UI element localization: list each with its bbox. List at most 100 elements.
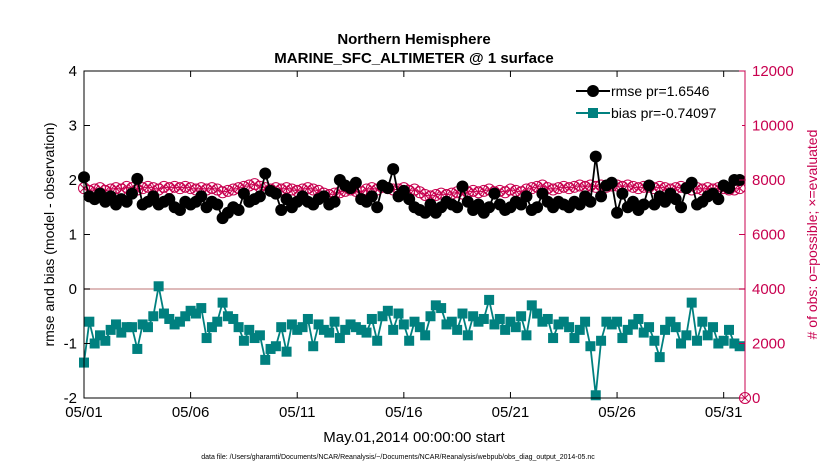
bias-point [548, 333, 559, 344]
bias-point [244, 324, 255, 335]
bias-point [377, 311, 388, 322]
legend-rmse-label: rmse pr=1.6546 [611, 83, 710, 99]
rmse-point [125, 187, 138, 200]
bias-point [473, 316, 484, 327]
bias-point [201, 333, 212, 344]
legend-bias-label: bias pr=-0.74097 [611, 105, 717, 121]
y-axis-right-label: # of obs: o=possible; ×=evaluated [804, 130, 820, 340]
axes: 05/01 05/06 05/11 05/16 05/21 05/26 05/31 -2 -1 0… [64, 63, 794, 421]
bias-point [569, 333, 580, 344]
bias-point [601, 316, 612, 327]
y-right-tick-label: 12000 [752, 63, 794, 80]
bias-point [729, 338, 740, 349]
obs-possible-marker [248, 178, 261, 191]
bias-point [254, 330, 265, 341]
obs-evaluated-marker [735, 184, 744, 193]
bias-point [249, 333, 260, 344]
bias-point [670, 322, 681, 333]
rmse-point [456, 180, 469, 193]
rmse-point [365, 190, 378, 203]
rmse-point [275, 203, 288, 216]
bias-point [542, 313, 553, 324]
x-tick-label: 05/16 [385, 404, 423, 421]
bias-point [324, 327, 335, 338]
rmse-point [451, 201, 464, 214]
bias-point [340, 324, 351, 335]
bias-point [153, 281, 164, 292]
rmse-point [595, 190, 608, 203]
bias-point [526, 300, 537, 311]
x-tick-label: 05/31 [705, 404, 743, 421]
bias-point [217, 297, 228, 308]
y-left-tick-label: -2 [64, 390, 77, 407]
x-axis-label: May.01,2014 00:00:00 start [323, 429, 505, 446]
rmse-point [131, 172, 144, 185]
bias-point [270, 341, 281, 352]
bias-point [329, 316, 340, 327]
rmse-point [584, 195, 597, 208]
bias-point [516, 311, 527, 322]
bias-point [110, 319, 121, 330]
bias-point [628, 319, 639, 330]
rmse-point [259, 167, 272, 180]
rmse-point [637, 198, 650, 211]
rmse-point [520, 190, 533, 203]
rmse-point [381, 182, 394, 195]
bias-point [590, 390, 601, 401]
bias-point [462, 330, 473, 341]
bias-point [185, 305, 196, 316]
bias-point [564, 322, 575, 333]
bias-point [702, 330, 713, 341]
legend: rmse pr=1.6546 bias pr=-0.74097 [568, 78, 742, 128]
bias-point [398, 319, 409, 330]
bias-point [126, 322, 137, 333]
bias-point [382, 305, 393, 316]
bias-point [393, 308, 404, 319]
bias-point [660, 324, 671, 335]
y-right-tick-label: 6000 [752, 227, 785, 244]
bias-point [676, 338, 687, 349]
rmse-point [387, 163, 400, 176]
bias-point [89, 338, 100, 349]
bias-point [638, 327, 649, 338]
bias-point [84, 316, 95, 327]
bias-point [196, 303, 207, 314]
bias-point [372, 335, 383, 346]
bias-point [484, 294, 495, 305]
chart-title: Northern Hemisphere [337, 31, 490, 48]
bias-point [334, 333, 345, 344]
bias-point [297, 322, 308, 333]
y-left-tick-label: 4 [69, 63, 77, 80]
bias-point [468, 311, 479, 322]
bias-point [238, 335, 249, 346]
y-left-tick-label: 3 [69, 118, 77, 135]
bias-point [452, 324, 463, 335]
bias-point [510, 322, 521, 333]
bias-point [105, 324, 116, 335]
obs-possible-marker [205, 182, 218, 195]
y-left-tick-label: 1 [69, 227, 77, 244]
obs-possible-marker [413, 186, 426, 199]
rmse-point [349, 176, 362, 189]
x-tick-label: 05/11 [279, 404, 315, 421]
bias-point [212, 316, 223, 327]
obs-possible-marker [307, 183, 320, 196]
bias-point [633, 313, 644, 324]
bias-point [649, 335, 660, 346]
bias-point [532, 308, 543, 319]
bias-point [622, 324, 633, 335]
rmse-point [685, 176, 698, 189]
bias-point [142, 322, 153, 333]
legend-rmse-marker [587, 85, 599, 97]
rmse-point [232, 203, 245, 216]
bias-point [100, 335, 111, 346]
bias-point [414, 322, 425, 333]
bias-point [697, 316, 708, 327]
bias-point [94, 330, 105, 341]
bias-point [388, 324, 399, 335]
rmse-point [531, 201, 544, 214]
bias-point [574, 324, 585, 335]
rmse-point [195, 190, 208, 203]
y-left-tick-label: 2 [69, 172, 77, 189]
legend-box [568, 78, 742, 128]
